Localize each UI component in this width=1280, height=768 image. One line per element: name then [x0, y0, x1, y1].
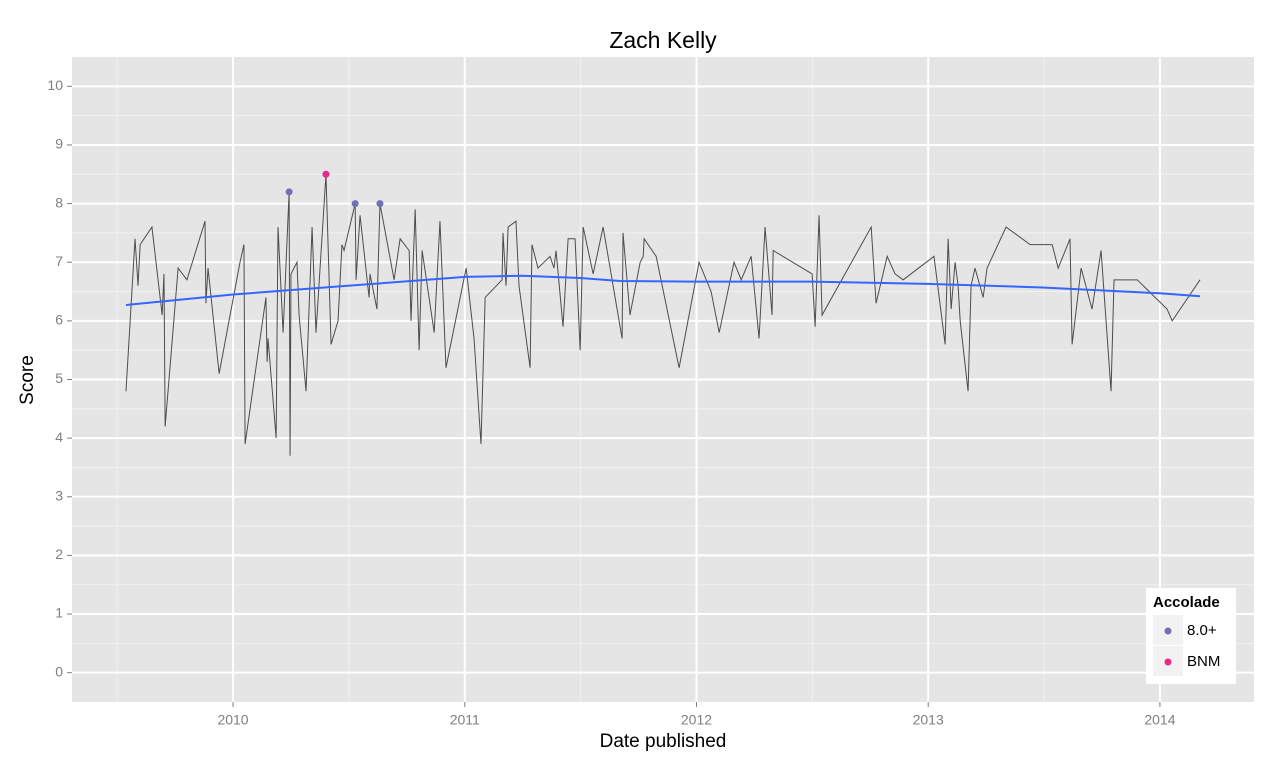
- trend-line: [125, 274, 1201, 307]
- y-tick-label: 1: [55, 605, 63, 621]
- grid: [72, 57, 1254, 702]
- legend-label: 8.0+: [1187, 622, 1217, 639]
- legend-swatch: [1164, 627, 1172, 635]
- legend-swatch: [1164, 658, 1172, 666]
- y-tick-label: 10: [47, 77, 63, 93]
- y-tick-label: 4: [55, 429, 63, 445]
- x-tick-label: 2010: [217, 712, 248, 728]
- marks: [125, 170, 1201, 456]
- point: [322, 170, 330, 178]
- y-tick-label: 0: [55, 663, 63, 679]
- y-tick-label: 2: [55, 546, 63, 562]
- y-tick-label: 6: [55, 312, 63, 328]
- y-tick-label: 8: [55, 194, 63, 210]
- legend-title: Accolade: [1153, 594, 1220, 611]
- y-tick-label: 5: [55, 370, 63, 386]
- legend: Accolade 8.0+ BNM: [1146, 588, 1236, 684]
- point: [285, 188, 293, 196]
- legend-label: BNM: [1187, 653, 1220, 670]
- chart-title: Zach Kelly: [609, 27, 717, 53]
- x-axis-title: Date published: [600, 731, 727, 752]
- x-tick-label: 2013: [913, 712, 944, 728]
- score-line: [125, 174, 1201, 456]
- x-tick-label: 2012: [681, 712, 712, 728]
- x-tick-label: 2011: [450, 712, 480, 728]
- y-tick-label: 3: [55, 487, 63, 503]
- y-tick-label: 9: [55, 136, 63, 152]
- y-axis-title: Score: [17, 355, 38, 405]
- y-tick-label: 7: [55, 253, 63, 269]
- x-tick-label: 2014: [1144, 712, 1175, 728]
- point: [376, 200, 384, 208]
- point: [351, 200, 359, 208]
